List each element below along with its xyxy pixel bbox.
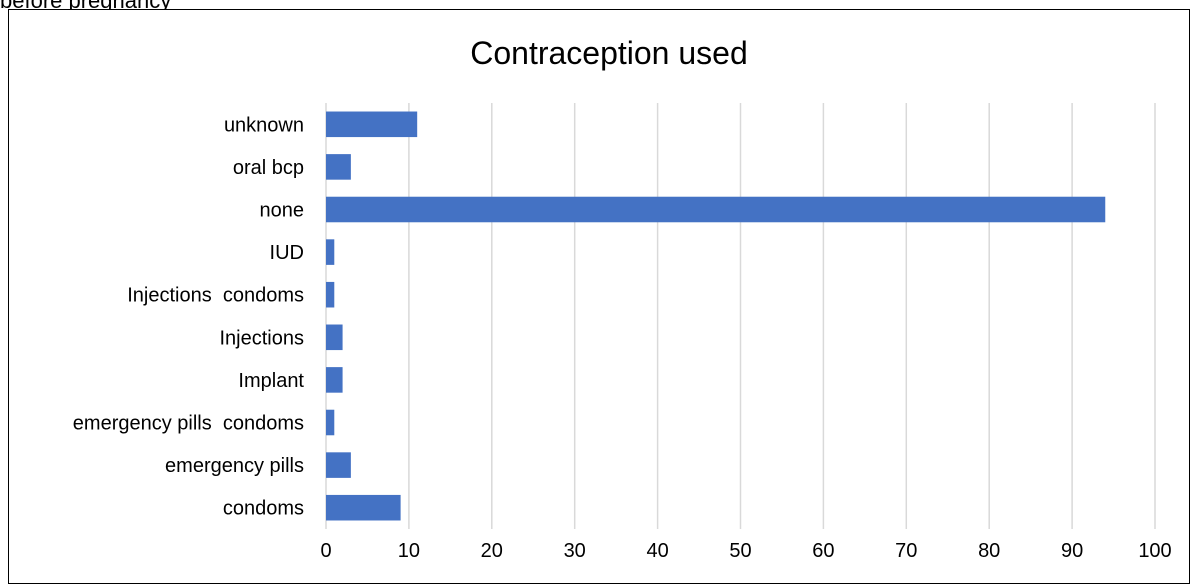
category-label: Implant (238, 370, 304, 392)
bar-chart: Contraception used unknown oral bcp none IU… (73, 35, 1172, 562)
bar (326, 196, 1106, 223)
category-label: unknown (224, 114, 304, 136)
bar (326, 494, 401, 521)
x-tick-label: 20 (481, 540, 503, 562)
x-tick-label: 30 (564, 540, 586, 562)
x-tick-label: 100 (1138, 540, 1171, 562)
x-axis-tick-labels: 0 10 20 30 40 50 60 70 80 90 100 (320, 540, 1171, 562)
x-tick-label: 10 (398, 540, 420, 562)
x-tick-label: 50 (729, 540, 751, 562)
x-tick-label: 70 (895, 540, 917, 562)
category-label: oral bcp (233, 157, 304, 179)
x-tick-label: 60 (812, 540, 834, 562)
gridlines (325, 103, 1156, 529)
category-label: emergency pills condoms (73, 413, 304, 435)
category-label: Injections (220, 327, 305, 349)
bar (326, 111, 418, 138)
category-labels: unknown oral bcp none IUD Injections condoms… (73, 114, 305, 519)
bar (326, 367, 343, 393)
x-tick-label: 40 (646, 540, 668, 562)
x-tick-label: 90 (1061, 540, 1083, 562)
category-label: Injections condoms (127, 285, 304, 307)
bar (326, 452, 351, 478)
bar (326, 324, 343, 351)
category-label: none (260, 200, 305, 222)
x-tick-label: 80 (978, 540, 1000, 562)
chart-title: Contraception used (470, 35, 748, 71)
category-label: emergency pills (165, 455, 304, 477)
bar (326, 154, 351, 180)
bar (326, 409, 335, 436)
bar (326, 281, 335, 308)
chart-frame (8, 9, 1190, 584)
x-tick-label: 0 (320, 540, 331, 562)
category-label: condoms (223, 498, 304, 520)
bars (326, 111, 1106, 521)
category-label: IUD (270, 242, 304, 264)
bar (326, 239, 335, 265)
